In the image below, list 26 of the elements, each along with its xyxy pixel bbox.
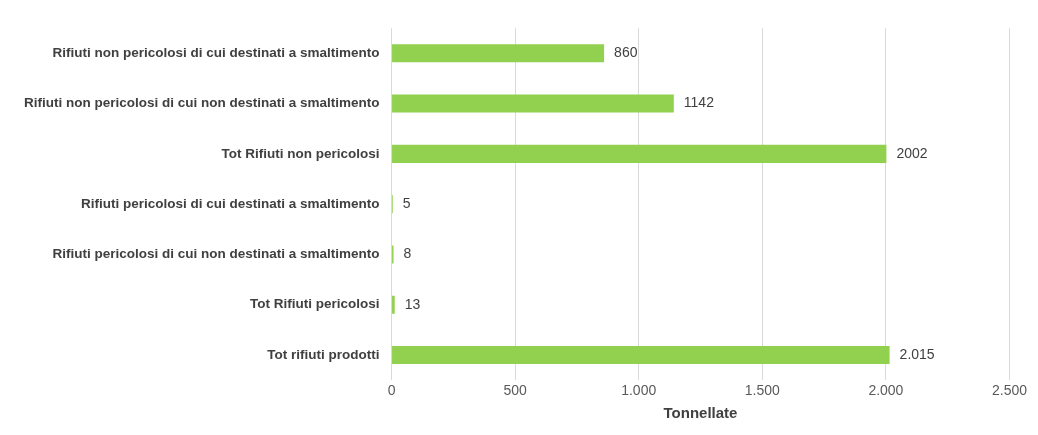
y-tick-label: Tot rifiuti prodotti [267, 346, 380, 362]
x-tick-label: 1.500 [744, 382, 781, 399]
x-tick-label: 2.500 [991, 382, 1028, 399]
x-axis-title: Tonnellate [663, 404, 738, 422]
y-tick-label: Tot Rifiuti non pericolosi [221, 145, 380, 161]
data-label: 5 [402, 195, 411, 212]
y-tick-label: Rifiuti pericolosi di cui destinati a smaltimento [80, 195, 380, 211]
bar [392, 94, 674, 113]
data-label: 8 [403, 245, 412, 262]
data-label: 2.015 [899, 345, 935, 362]
data-label: 2002 [896, 144, 928, 161]
y-tick-label: Rifiuti non pericolosi di cui non destinati a smaltimento [24, 95, 380, 111]
bar [392, 144, 887, 163]
data-label: 860 [614, 44, 638, 61]
bar [392, 295, 395, 314]
x-tick-label: 0 [387, 382, 396, 399]
x-tick-label: 1.000 [621, 382, 657, 399]
y-tick-label: Tot Rifiuti pericolosi [250, 296, 380, 312]
y-tick-label: Rifiuti non pericolosi di cui destinati a smaltimento [52, 44, 380, 60]
data-label: 13 [404, 295, 421, 312]
bar [392, 346, 890, 365]
bar [392, 44, 605, 63]
data-label: 1142 [683, 94, 715, 111]
x-tick-label: 500 [503, 382, 528, 399]
x-tick-label: 2.000 [868, 382, 904, 399]
y-tick-label: Rifiuti pericolosi di cui non destinati a smaltimento [52, 246, 380, 262]
